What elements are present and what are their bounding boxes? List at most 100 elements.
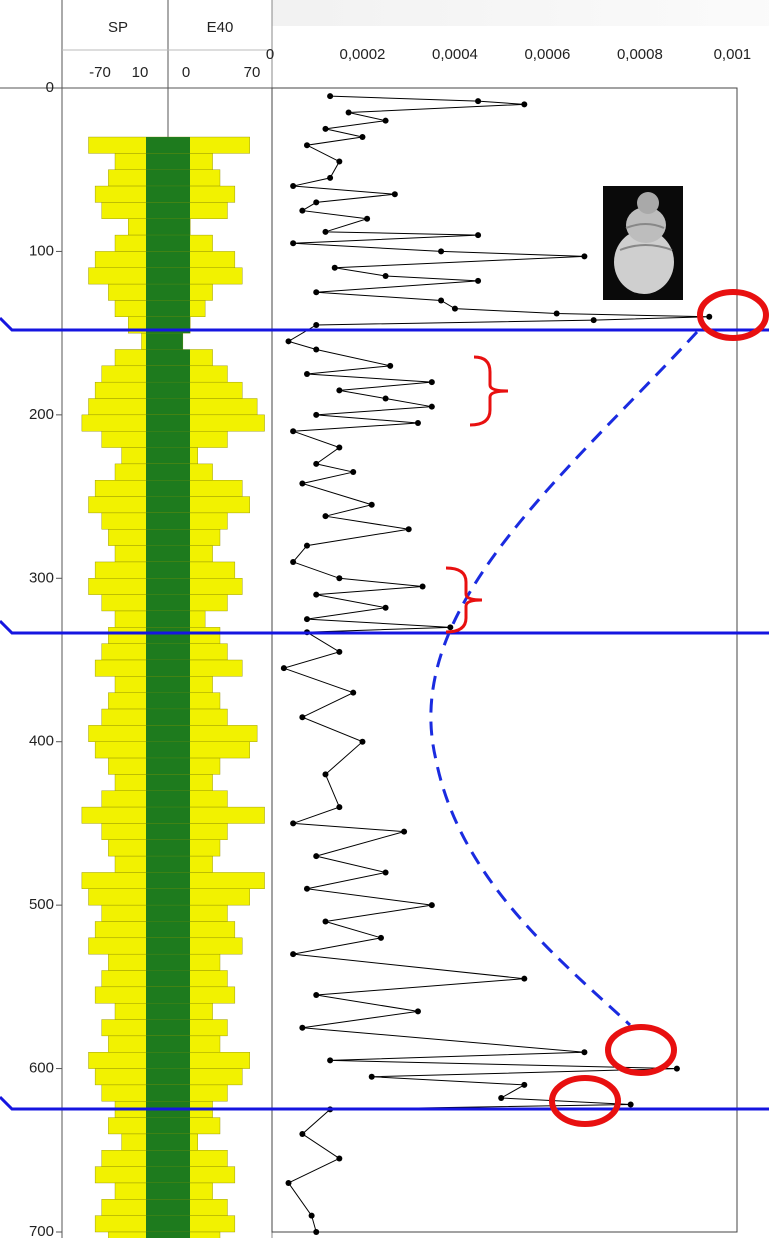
log-core xyxy=(146,267,190,285)
data-point xyxy=(290,240,297,247)
log-core xyxy=(146,251,190,268)
boundary-line xyxy=(0,619,769,635)
data-point xyxy=(451,305,458,312)
data-point xyxy=(322,125,329,132)
log-core xyxy=(146,300,190,317)
log-core xyxy=(146,1117,190,1134)
data-point xyxy=(322,918,329,925)
data-point xyxy=(345,109,352,116)
log-core xyxy=(146,235,190,252)
data-point xyxy=(313,460,320,467)
data-point xyxy=(290,183,297,190)
data-point xyxy=(336,1155,343,1162)
data-point xyxy=(498,1094,505,1101)
log-core xyxy=(146,398,190,415)
data-point xyxy=(336,804,343,811)
y-tick-label: 600 xyxy=(29,1060,54,1077)
data-point xyxy=(299,207,306,214)
log-core xyxy=(146,856,190,873)
log-core xyxy=(146,1150,190,1167)
x-tick-label: 0,001 xyxy=(714,46,752,63)
data-point xyxy=(290,558,297,565)
data-point xyxy=(313,992,320,999)
data-point xyxy=(553,310,560,317)
data-point xyxy=(382,604,389,611)
log-core xyxy=(146,937,190,955)
log-core xyxy=(146,349,190,366)
highlight-circle xyxy=(697,289,769,341)
log-core xyxy=(146,496,190,513)
data-point xyxy=(364,215,371,222)
log-core xyxy=(146,692,190,710)
log-core xyxy=(146,660,190,677)
data-point xyxy=(313,346,320,353)
log-core xyxy=(146,137,190,154)
log-core xyxy=(146,447,190,464)
data-point xyxy=(336,387,343,394)
data-point xyxy=(438,297,445,304)
data-point xyxy=(299,1024,306,1031)
data-point xyxy=(308,1212,315,1219)
data-point xyxy=(414,420,421,427)
data-point xyxy=(313,411,320,418)
log-core xyxy=(146,986,190,1004)
fossil-image xyxy=(603,186,683,300)
log-core xyxy=(146,365,190,383)
data-point xyxy=(382,869,389,876)
x-tick-label: 70 xyxy=(244,64,261,81)
boundary-line xyxy=(0,316,769,332)
log-core xyxy=(146,463,190,481)
log-core xyxy=(146,676,190,693)
data-point xyxy=(581,253,588,260)
y-tick-label: 400 xyxy=(29,733,54,750)
log-core xyxy=(146,561,190,579)
brace xyxy=(469,355,509,427)
data-point xyxy=(327,174,334,181)
data-point xyxy=(405,526,412,533)
log-core xyxy=(146,202,190,219)
log-core xyxy=(146,545,190,562)
data-point xyxy=(387,362,394,369)
trend-curve xyxy=(429,330,699,1027)
log-core xyxy=(146,1035,190,1053)
data-line xyxy=(282,95,710,1233)
data-point xyxy=(313,591,320,598)
data-point xyxy=(447,624,454,631)
data-point xyxy=(590,317,597,324)
data-point xyxy=(359,134,366,141)
data-point xyxy=(313,1229,320,1235)
log-core xyxy=(146,1232,190,1238)
log-core xyxy=(146,709,190,726)
log-core xyxy=(146,218,190,236)
log-core xyxy=(146,578,190,595)
data-point xyxy=(322,513,329,520)
log-core xyxy=(146,169,190,187)
log-core xyxy=(146,1019,190,1036)
log-core xyxy=(146,905,190,922)
data-point xyxy=(331,264,338,271)
data-point xyxy=(521,975,528,982)
y-tick-label: 300 xyxy=(29,569,54,586)
data-point xyxy=(313,321,320,328)
log-core xyxy=(146,758,190,775)
data-point xyxy=(336,444,343,451)
y-tick-label: 0 xyxy=(46,79,54,96)
log-core xyxy=(146,333,183,350)
data-point xyxy=(303,616,310,623)
log-core xyxy=(146,382,190,399)
log-core xyxy=(146,594,190,611)
data-point xyxy=(350,689,357,696)
log-core xyxy=(146,480,190,497)
log-core xyxy=(146,725,190,742)
data-point xyxy=(336,575,343,582)
data-point xyxy=(336,158,343,165)
track-name: E40 xyxy=(207,19,234,36)
log-core xyxy=(146,1182,190,1200)
data-point xyxy=(368,1073,375,1080)
log-core xyxy=(146,872,190,889)
data-point xyxy=(322,771,329,778)
data-point xyxy=(521,1081,528,1088)
data-point xyxy=(280,665,287,672)
x-tick-label: 0,0004 xyxy=(432,46,478,63)
